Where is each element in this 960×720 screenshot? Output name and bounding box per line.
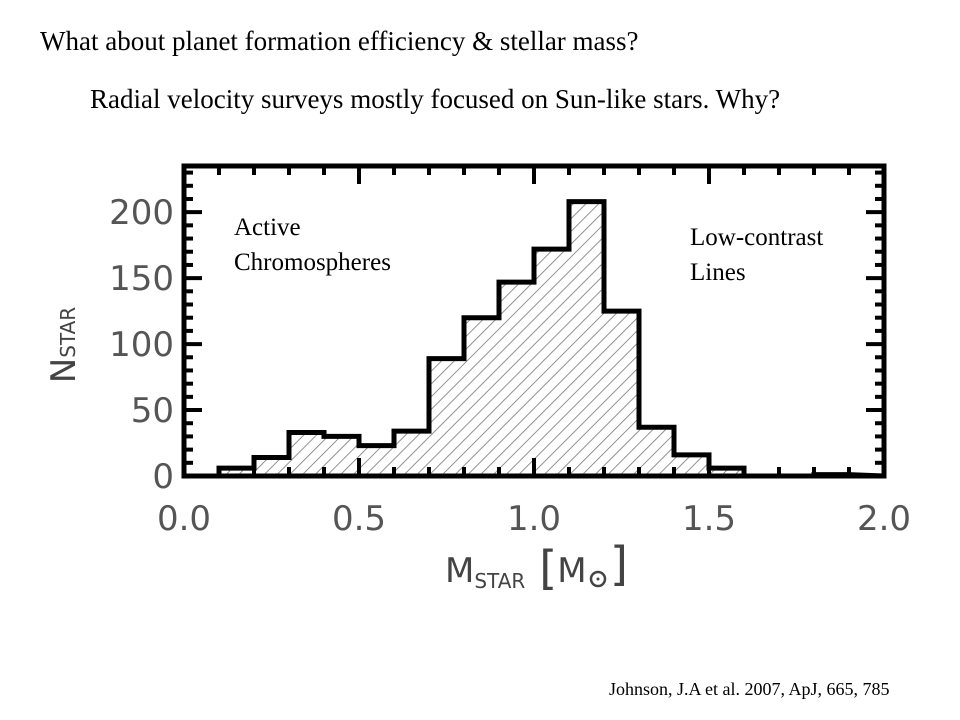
axis-ticks: [182, 166, 886, 478]
x-tick-label: 1.0: [507, 499, 561, 539]
annotation-left-line1: Active: [234, 214, 301, 241]
histogram-bar: [464, 317, 499, 476]
histogram-bar: [324, 436, 359, 476]
histogram-bar: [569, 201, 604, 477]
histogram-bar: [674, 454, 709, 476]
svg-text:NSTAR: NSTAR: [44, 307, 84, 383]
y-tick-label: 0: [152, 457, 174, 497]
annotation-left-line2: Chromospheres: [234, 249, 391, 276]
histogram-bar: [499, 282, 534, 476]
histogram-bar: [289, 432, 324, 476]
x-tick-label: 1.5: [682, 499, 736, 539]
histogram-bar: [604, 311, 639, 476]
annotation-right-line2: Lines: [690, 259, 746, 286]
y-tick-label: 100: [109, 325, 174, 365]
histogram-bar: [639, 427, 674, 476]
citation: Johnson, J.A et al. 2007, ApJ, 665, 785: [609, 679, 890, 699]
x-tick-label: 0.0: [157, 499, 211, 539]
axis-tick-labels: 0.0 0.5 1.0 1.5 2.0 0 50 100 150 200: [109, 193, 911, 539]
y-axis-title: NSTAR: [44, 307, 84, 383]
annotation-low-contrast-lines: Low-contrast Lines: [690, 220, 823, 290]
svg-text:MSTAR[M: MSTAR [M: [445, 541, 587, 595]
x-axis-title: MSTAR [M ]: [445, 537, 628, 595]
histogram-bar: [394, 431, 429, 476]
histogram-bar: [219, 468, 254, 476]
histogram-bars: [216, 199, 885, 479]
histogram-bar: [429, 358, 464, 476]
y-tick-label: 150: [109, 259, 174, 299]
x-tick-label: 2.0: [857, 499, 911, 539]
histogram-bar: [709, 468, 744, 476]
y-tick-label: 200: [109, 193, 174, 233]
histogram-bar: [534, 249, 569, 476]
annotation-right-line1: Low-contrast: [690, 224, 824, 251]
slide-subtitle: Radial velocity surveys mostly focused o…: [90, 84, 781, 114]
histogram-bar: [359, 445, 394, 476]
annotation-active-chromospheres: Active Chromospheres: [234, 210, 391, 280]
x-tick-label: 0.5: [332, 499, 386, 539]
svg-text:]: ]: [610, 537, 628, 591]
slide-title: What about planet formation efficiency &…: [40, 26, 639, 56]
histogram-bar: [254, 457, 289, 476]
y-tick-label: 50: [131, 391, 174, 431]
